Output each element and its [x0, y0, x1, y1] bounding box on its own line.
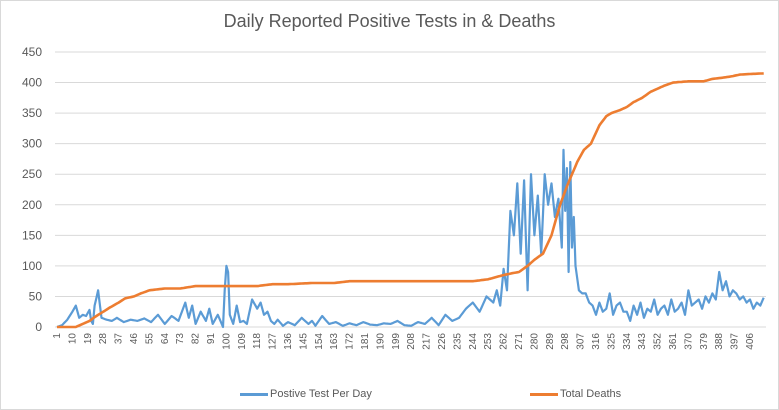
x-tick-label: 397 [730, 333, 741, 350]
x-tick-label: 217 [422, 333, 433, 350]
y-axis: 0 50 100 150 200 250 300 350 400 450 [22, 45, 42, 334]
x-tick-label: 136 [283, 333, 294, 350]
x-tick-label: 307 [576, 333, 587, 350]
x-tick-label: 100 [221, 333, 232, 350]
y-tick-label: 350 [22, 106, 42, 120]
x-tick-label: 172 [345, 333, 356, 350]
x-tick-label: 109 [237, 333, 248, 350]
x-tick-label: 379 [699, 333, 710, 350]
x-tick-label: 370 [683, 333, 694, 350]
series-line-positive-tests [56, 148, 765, 329]
x-tick-label: 181 [360, 333, 371, 350]
legend-label-positive-tests: Postive Test Per Day [270, 388, 372, 400]
y-tick-label: 450 [22, 45, 42, 59]
x-tick-label: 37 [114, 333, 125, 345]
y-tick-label: 300 [22, 137, 42, 151]
x-tick-label: 73 [175, 333, 186, 345]
x-tick-label: 208 [406, 333, 417, 350]
chart-title: Daily Reported Positive Tests in & Death… [223, 11, 556, 31]
grid-lines [55, 51, 766, 328]
x-tick-label: 388 [714, 333, 725, 350]
x-tick-label: 226 [437, 333, 448, 350]
x-tick-label: 406 [745, 333, 756, 350]
x-tick-label: 55 [144, 333, 155, 345]
y-tick-label: 50 [29, 289, 43, 303]
y-tick-label: 200 [22, 198, 42, 212]
x-tick-label: 298 [560, 333, 571, 350]
x-tick-label: 91 [206, 333, 217, 345]
x-tick-label: 262 [499, 333, 510, 350]
x-tick-label: 244 [468, 333, 479, 350]
x-tick-label: 343 [637, 333, 648, 350]
legend-label-total-deaths: Total Deaths [560, 388, 622, 400]
legend-item-positive-tests[interactable]: Postive Test Per Day [240, 388, 372, 400]
x-axis: 1 10 19 28 37 46 55 64 73 82 91 100 109 118 127 136 145 1… [52, 333, 756, 350]
y-tick-label: 0 [35, 320, 42, 334]
y-tick-label: 250 [22, 167, 42, 181]
x-tick-label: 145 [298, 333, 309, 350]
x-tick-label: 118 [252, 333, 263, 349]
x-tick-label: 361 [668, 333, 679, 350]
x-tick-label: 127 [268, 333, 279, 350]
x-tick-label: 28 [98, 333, 109, 345]
x-tick-label: 64 [160, 333, 171, 345]
x-tick-label: 19 [83, 333, 94, 345]
x-tick-label: 235 [452, 333, 463, 350]
legend-item-total-deaths[interactable]: Total Deaths [530, 388, 621, 400]
x-tick-label: 190 [375, 333, 386, 350]
x-tick-label: 10 [67, 333, 78, 345]
x-tick-label: 352 [653, 333, 664, 350]
x-tick-label: 289 [545, 333, 556, 350]
y-tick-label: 100 [22, 259, 42, 273]
x-tick-label: 46 [129, 333, 140, 345]
x-tick-label: 1 [52, 333, 63, 339]
y-tick-label: 150 [22, 228, 42, 242]
x-tick-label: 154 [314, 333, 325, 350]
x-tick-label: 271 [514, 333, 525, 350]
x-tick-label: 163 [329, 333, 340, 350]
x-tick-label: 334 [622, 333, 633, 350]
x-tick-label: 280 [529, 333, 540, 350]
x-tick-label: 253 [483, 333, 494, 350]
legend-swatch-total-deaths [530, 392, 558, 396]
x-tick-label: 316 [591, 333, 602, 350]
y-tick-label: 400 [22, 76, 42, 90]
x-tick-label: 325 [606, 333, 617, 350]
legend-swatch-positive-tests [240, 392, 268, 396]
x-tick-label: 82 [191, 333, 202, 345]
x-tick-label: 199 [391, 333, 402, 350]
series-lines [56, 72, 765, 329]
series-line-total-deaths [57, 72, 764, 329]
